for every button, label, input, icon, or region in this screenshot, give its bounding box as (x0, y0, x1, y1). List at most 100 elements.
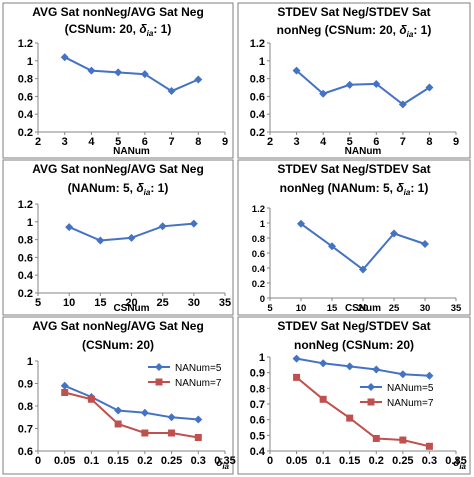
y-tick-label: 0.6 (18, 252, 33, 264)
chart-panel-6: STDEV Sat Neg/STDEV Sat nonNeg (CSNum: 20… (237, 316, 471, 475)
chart-panel-2: STDEV Sat Neg/STDEV Sat nonNeg (CSNum: 20… (237, 2, 471, 159)
x-tick-label: 35 (219, 297, 231, 309)
chart-title-line: nonNeg (CSNum: 20) (294, 338, 414, 352)
chart-title-line: AVG Sat nonNeg/AVG Sat Neg (32, 162, 204, 176)
x-tick-label: 35 (451, 303, 462, 314)
panel-frame (237, 159, 471, 316)
y-tick-label: 0.2 (18, 127, 33, 139)
x-tick-label: 8 (426, 136, 432, 148)
y-tick-label: 0.8 (250, 383, 265, 395)
legend-marker (367, 398, 375, 406)
data-point (372, 79, 381, 88)
x-tick-label: 20 (358, 303, 369, 314)
x-tick-label: 6 (373, 136, 379, 148)
legend-marker (155, 363, 163, 371)
y-tick-label: 1.2 (252, 204, 265, 215)
y-tick-label: 0.5 (250, 430, 265, 442)
data-point (399, 436, 407, 444)
data-point (114, 406, 123, 415)
x-tick-label: 5 (267, 303, 273, 314)
x-tick-label: 5 (115, 136, 121, 148)
chart-title-line: AVG Sat nonNeg/AVG Sat Neg (32, 5, 204, 19)
y-tick-label: 0.4 (18, 109, 34, 121)
chart-title-line: nonNeg (NANum: 5, δia: 1) (280, 181, 429, 197)
chart-panel-4: STDEV Sat Neg/STDEV Sat nonNeg (NANum: 5,… (237, 159, 471, 316)
chart-title-line: nonNeg (CSNum: 20, δia: 1) (277, 23, 432, 39)
data-point (61, 389, 69, 396)
x-tick-label: 30 (420, 303, 431, 314)
y-tick-label: 0.6 (250, 415, 265, 427)
series-1 (297, 219, 429, 274)
y-tick-label: 0.2 (18, 288, 33, 300)
y-tick-label: 1 (259, 56, 265, 68)
series-1 (65, 219, 198, 245)
x-tick-label: 0 (35, 455, 41, 467)
y-tick-label: 0.8 (18, 401, 33, 413)
y-tick-label: 1.2 (18, 199, 33, 211)
y-tick-label: 1.2 (18, 38, 33, 50)
data-point (390, 229, 398, 238)
y-tick-label: 0.7 (250, 399, 265, 411)
y-tick-label: 0.4 (252, 264, 266, 275)
x-tick-label: 3 (62, 136, 68, 148)
x-tick-label: 0.1 (315, 455, 330, 467)
panel-frame (2, 316, 234, 475)
x-tick-label: 0.35 (445, 455, 466, 467)
legend-marker (367, 383, 375, 391)
chart-title-line: (CSNum: 20, δia: 1) (65, 22, 172, 38)
data-point (140, 70, 149, 79)
chart-title-line: STDEV Sat Neg/STDEV Sat (277, 162, 430, 176)
x-tick-label: 0.25 (392, 455, 413, 467)
x-axis-label: NANum (345, 146, 382, 157)
y-tick-label: 1 (27, 356, 33, 368)
data-point (425, 83, 434, 92)
x-tick-label: 0.3 (191, 455, 206, 467)
x-tick-label: 25 (157, 297, 169, 309)
y-tick-label: 0.4 (250, 446, 266, 458)
data-point (87, 395, 95, 403)
chart-title-line: (NANum: 5, δia: 1) (68, 181, 169, 197)
chart-title-line: STDEV Sat Neg/STDEV Sat (277, 319, 430, 333)
data-point (96, 236, 105, 245)
series-line (64, 384, 199, 421)
y-tick-label: 1 (259, 352, 265, 364)
series-line (296, 357, 430, 377)
data-point (425, 371, 434, 380)
chart-title-line: STDEV Sat Neg/STDEV Sat (277, 5, 430, 19)
y-tick-label: 0.2 (252, 279, 265, 290)
data-point (398, 100, 407, 109)
x-tick-label: 6 (142, 136, 148, 148)
y-tick-label: 0.6 (252, 249, 265, 260)
y-tick-label: 1 (27, 217, 33, 229)
y-tick-label: 0.8 (252, 234, 265, 245)
chart-panel-5: AVG Sat nonNeg/AVG Sat Neg (CSNum: 20) 0.6… (2, 316, 236, 475)
x-tick-label: 30 (188, 297, 200, 309)
x-axis-label: CSNum (113, 303, 149, 314)
x-tick-label: 9 (453, 136, 459, 148)
y-tick-label: 1 (260, 219, 266, 230)
x-tick-label: 0.3 (422, 455, 437, 467)
data-point (292, 354, 301, 363)
data-point (194, 75, 203, 84)
y-tick-label: 0.4 (18, 270, 34, 282)
x-tick-label: 10 (296, 303, 307, 314)
data-point (127, 233, 136, 242)
x-tick-label: 0.15 (107, 455, 128, 467)
y-tick-label: 0.8 (18, 74, 33, 86)
panel-frame (2, 159, 234, 316)
data-point (114, 420, 122, 428)
legend-label: NANum=7 (387, 398, 434, 409)
y-tick-label: 0.8 (18, 235, 33, 247)
y-tick-label: 0.6 (250, 91, 265, 103)
data-point (292, 66, 301, 75)
series-line (295, 69, 430, 106)
x-tick-label: 0 (267, 455, 273, 467)
data-point (425, 442, 433, 450)
x-axis-label: δia (453, 458, 466, 471)
y-tick-label: 0.6 (18, 446, 33, 458)
data-point (114, 68, 123, 77)
series-line (295, 376, 430, 448)
y-tick-label: 0.8 (250, 74, 265, 86)
series-1 (292, 66, 434, 109)
